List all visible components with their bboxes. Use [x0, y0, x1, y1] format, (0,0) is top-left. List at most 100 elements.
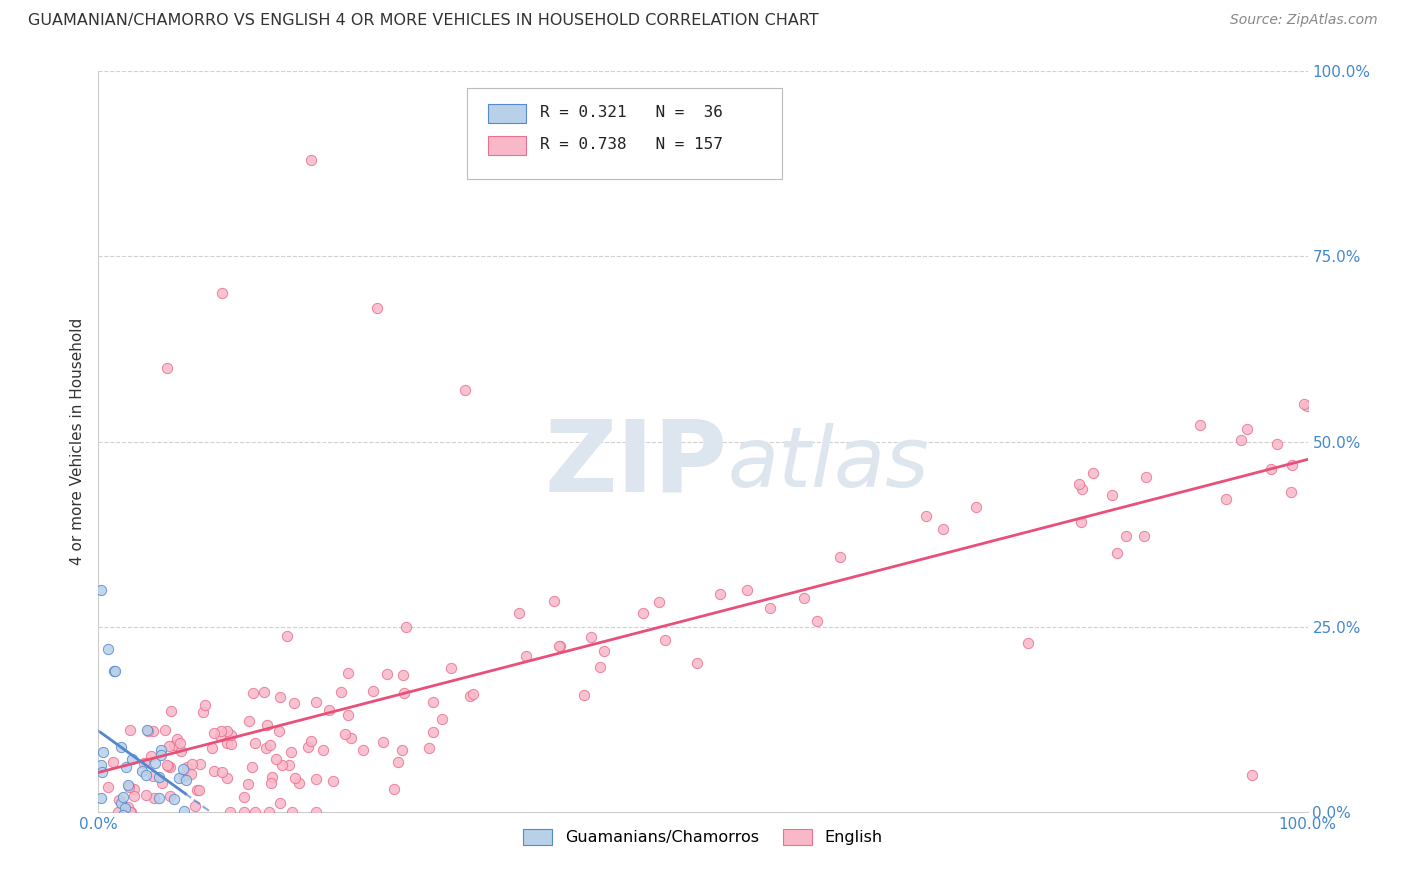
Point: [508, 606, 530, 620]
Point: [240, 759, 263, 773]
Point: [117, 800, 139, 814]
Point: [1135, 469, 1157, 483]
Point: [219, 728, 242, 742]
Point: [322, 773, 344, 788]
Point: [117, 778, 139, 792]
Point: [579, 630, 602, 644]
Point: [288, 776, 311, 790]
Point: [136, 723, 159, 737]
Point: [108, 793, 131, 807]
Point: [1188, 418, 1211, 433]
Point: [110, 796, 132, 810]
Point: [391, 668, 413, 682]
Point: [1105, 546, 1128, 560]
Point: [337, 708, 360, 723]
Point: [366, 301, 388, 316]
Point: [266, 752, 288, 766]
Point: [122, 789, 145, 803]
Point: [163, 738, 186, 752]
Point: [120, 805, 142, 819]
Point: [159, 704, 181, 718]
Point: [269, 796, 291, 810]
Point: [143, 756, 166, 771]
Point: [176, 760, 198, 774]
Point: [202, 764, 225, 778]
Point: [188, 757, 211, 772]
Point: [120, 723, 142, 738]
Point: [91, 764, 114, 779]
Point: [150, 748, 173, 763]
Text: R = 0.321   N =  36: R = 0.321 N = 36: [540, 105, 723, 120]
Point: [218, 805, 240, 819]
Point: [118, 780, 141, 794]
Point: [382, 782, 405, 797]
Point: [1070, 515, 1092, 529]
Point: [186, 782, 208, 797]
Point: [297, 739, 319, 754]
Point: [156, 759, 179, 773]
Point: [242, 686, 264, 700]
Text: R = 0.738   N = 157: R = 0.738 N = 157: [540, 137, 723, 153]
Point: [97, 641, 120, 656]
Point: [387, 756, 409, 770]
Point: [654, 632, 676, 647]
Point: [211, 286, 233, 301]
Point: [101, 756, 124, 770]
Point: [159, 789, 181, 803]
Point: [170, 744, 193, 758]
Point: [1071, 482, 1094, 496]
Point: [305, 805, 328, 819]
Point: [115, 760, 138, 774]
Point: [422, 725, 444, 739]
Point: [243, 736, 266, 750]
Point: [685, 656, 707, 670]
Point: [243, 805, 266, 819]
Point: [174, 773, 197, 788]
Point: [735, 582, 758, 597]
Bar: [488, 104, 526, 123]
Point: [336, 666, 359, 681]
Point: [1296, 399, 1319, 413]
Point: [283, 696, 305, 710]
Point: [173, 804, 195, 818]
Point: [648, 595, 671, 609]
Point: [793, 591, 815, 605]
Point: [915, 508, 938, 523]
Point: [180, 767, 202, 781]
Point: [143, 790, 166, 805]
Point: [107, 805, 129, 819]
Point: [136, 724, 159, 739]
Point: [458, 689, 481, 703]
Point: [114, 800, 136, 814]
Point: [277, 757, 299, 772]
Point: [209, 723, 232, 738]
Point: [461, 687, 484, 701]
Point: [110, 740, 132, 755]
Point: [148, 770, 170, 784]
Point: [1292, 397, 1315, 411]
Point: [1281, 458, 1303, 472]
Point: [391, 743, 413, 757]
Point: [269, 723, 291, 738]
Point: [709, 587, 731, 601]
Point: [335, 727, 357, 741]
Point: [111, 808, 134, 822]
Point: [90, 758, 112, 772]
Point: [253, 685, 276, 699]
Point: [418, 740, 440, 755]
Point: [169, 736, 191, 750]
Point: [159, 759, 181, 773]
Point: [141, 748, 163, 763]
Y-axis label: 4 or more Vehicles in Household: 4 or more Vehicles in Household: [70, 318, 86, 566]
Point: [394, 686, 416, 700]
Point: [806, 614, 828, 628]
Point: [149, 743, 172, 757]
Point: [593, 644, 616, 658]
Point: [193, 698, 215, 713]
Point: [318, 703, 340, 717]
Point: [166, 732, 188, 747]
Point: [209, 730, 232, 744]
Text: atlas: atlas: [727, 423, 929, 504]
Point: [1229, 434, 1251, 448]
Point: [548, 640, 571, 654]
